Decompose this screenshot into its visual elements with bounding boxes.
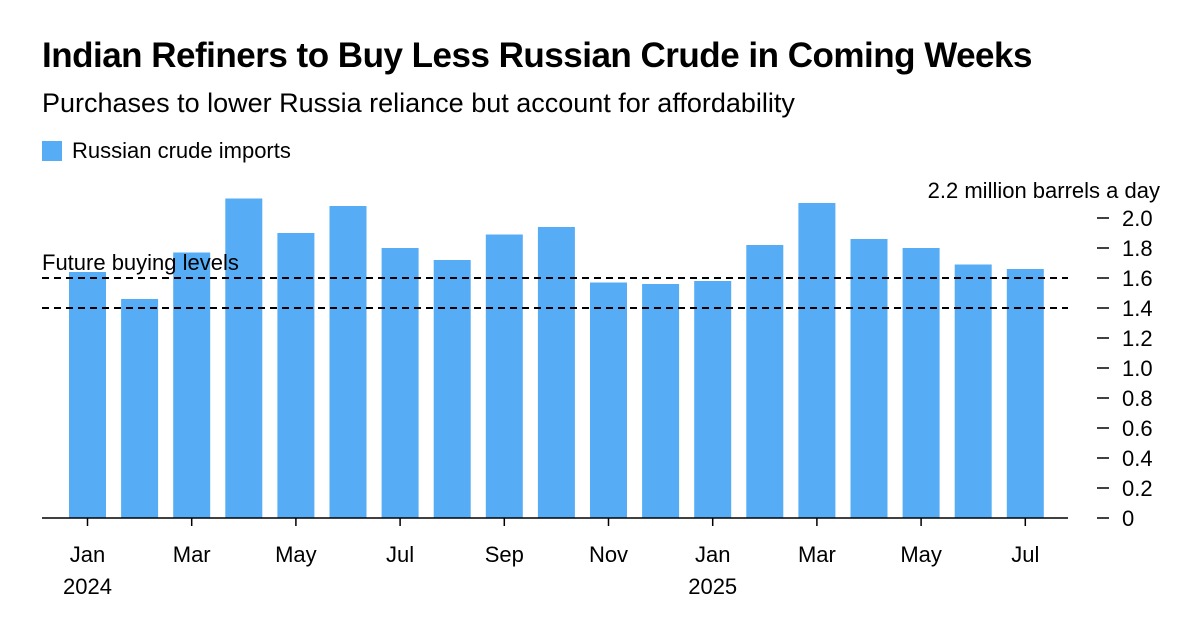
x-tick-year-label: 2024 (63, 574, 112, 599)
y-tick-label: 1.6 (1122, 266, 1153, 291)
bar-may-2025 (902, 248, 940, 518)
bar-apr-2024 (225, 198, 263, 518)
bar-aug-2024 (433, 260, 471, 518)
bar-jul-2025 (1006, 269, 1044, 518)
bar-may-2024 (277, 233, 315, 518)
y-tick-label: 0 (1122, 506, 1134, 531)
y-axis-unit-label: 2.2 million barrels a day (928, 178, 1160, 203)
bar-apr-2025 (850, 239, 888, 518)
y-tick-label: 1.4 (1122, 296, 1153, 321)
bar-feb-2025 (746, 245, 784, 518)
bar-oct-2024 (537, 227, 575, 518)
x-tick-label: May (900, 542, 942, 567)
x-tick-label: Mar (173, 542, 211, 567)
bar-sep-2024 (485, 234, 523, 518)
bar-feb-2024 (121, 299, 159, 518)
x-tick-label: May (275, 542, 317, 567)
bar-nov-2024 (590, 282, 627, 518)
y-tick-label: 0.6 (1122, 416, 1153, 441)
y-tick-label: 0.4 (1122, 446, 1153, 471)
reference-line-label: Future buying levels (42, 250, 239, 275)
x-tick-label: Mar (798, 542, 836, 567)
bar-jun-2024 (329, 206, 367, 518)
y-tick-label: 0.8 (1122, 386, 1153, 411)
x-tick-year-label: 2025 (688, 574, 737, 599)
x-tick-label: Jul (1011, 542, 1039, 567)
x-tick-label: Jul (386, 542, 414, 567)
x-tick-label: Jan (70, 542, 105, 567)
y-tick-label: 1.2 (1122, 326, 1153, 351)
bar-jan-2025 (694, 281, 732, 518)
bar-jun-2025 (954, 264, 992, 518)
y-tick-label: 1.8 (1122, 236, 1153, 261)
bar-dec-2024 (642, 284, 680, 518)
bar-jul-2024 (381, 248, 419, 518)
x-tick-label: Nov (589, 542, 628, 567)
y-tick-label: 1.0 (1122, 356, 1153, 381)
legend: Russian crude imports (42, 138, 291, 164)
bar-jan-2024 (69, 272, 106, 518)
legend-swatch (42, 141, 62, 161)
bar-mar-2024 (173, 252, 211, 518)
y-tick-label: 0.2 (1122, 476, 1153, 501)
bar-mar-2025 (798, 203, 836, 518)
legend-label: Russian crude imports (72, 138, 291, 163)
y-tick-label: 2.0 (1122, 206, 1153, 231)
chart-title: Indian Refiners to Buy Less Russian Crud… (42, 36, 1032, 75)
chart-subtitle: Purchases to lower Russia reliance but a… (42, 88, 795, 118)
x-tick-label: Sep (485, 542, 524, 567)
x-tick-label: Jan (695, 542, 730, 567)
